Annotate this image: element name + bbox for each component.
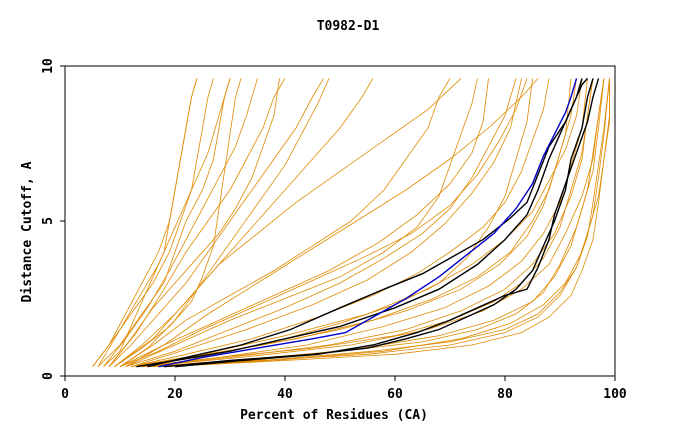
series-line-4	[158, 78, 578, 368]
series-line-38	[119, 78, 528, 368]
series-line-36	[163, 78, 610, 368]
series-line-6	[97, 78, 231, 367]
x-tick-label-5: 100	[603, 387, 627, 402]
series-line-22	[108, 78, 286, 367]
series-line-19	[114, 78, 462, 368]
x-tick-label-3: 60	[387, 387, 403, 402]
series-line-16	[141, 78, 605, 368]
chart-title: T0982-D1	[317, 19, 380, 34]
series-line-12	[130, 78, 550, 368]
series-line-28	[158, 78, 610, 368]
y-tick-label-1: 5	[41, 217, 56, 225]
tick-layer: 0 20 40 60 80 100 0 5 10	[41, 58, 627, 402]
series-line-33	[136, 78, 533, 368]
series-line-2	[163, 78, 594, 368]
series-line-32	[125, 78, 478, 368]
x-tick-label-4: 80	[497, 387, 513, 402]
series-line-23	[125, 78, 489, 368]
series-line-1	[147, 78, 583, 368]
series-line-31	[114, 78, 242, 368]
x-tick-label-2: 40	[277, 387, 293, 402]
series-line-9	[114, 78, 374, 368]
y-tick-label-2: 10	[41, 58, 56, 74]
series-layer	[92, 77, 610, 368]
y-axis-label: Distance Cutoff, A	[20, 161, 35, 302]
series-line-7	[103, 78, 258, 367]
series-line-37	[108, 78, 280, 367]
series-line-18	[119, 78, 539, 368]
series-line-15	[152, 78, 610, 368]
series-line-30	[103, 78, 198, 367]
series-line-8	[108, 78, 324, 367]
series-line-20	[97, 78, 231, 367]
x-tick-label-0: 0	[61, 387, 69, 402]
x-tick-label-1: 20	[167, 387, 183, 402]
x-axis-label: Percent of Residues (CA)	[240, 408, 428, 423]
series-line-24	[130, 78, 522, 368]
y-tick-label-0: 0	[41, 372, 56, 380]
series-line-26	[141, 78, 594, 368]
series-line-10	[119, 78, 451, 368]
series-line-11	[125, 78, 517, 368]
series-line-35	[152, 78, 610, 368]
series-line-5	[92, 78, 214, 367]
series-line-39	[141, 78, 588, 368]
series-line-17	[130, 78, 583, 368]
series-line-3	[174, 78, 600, 368]
